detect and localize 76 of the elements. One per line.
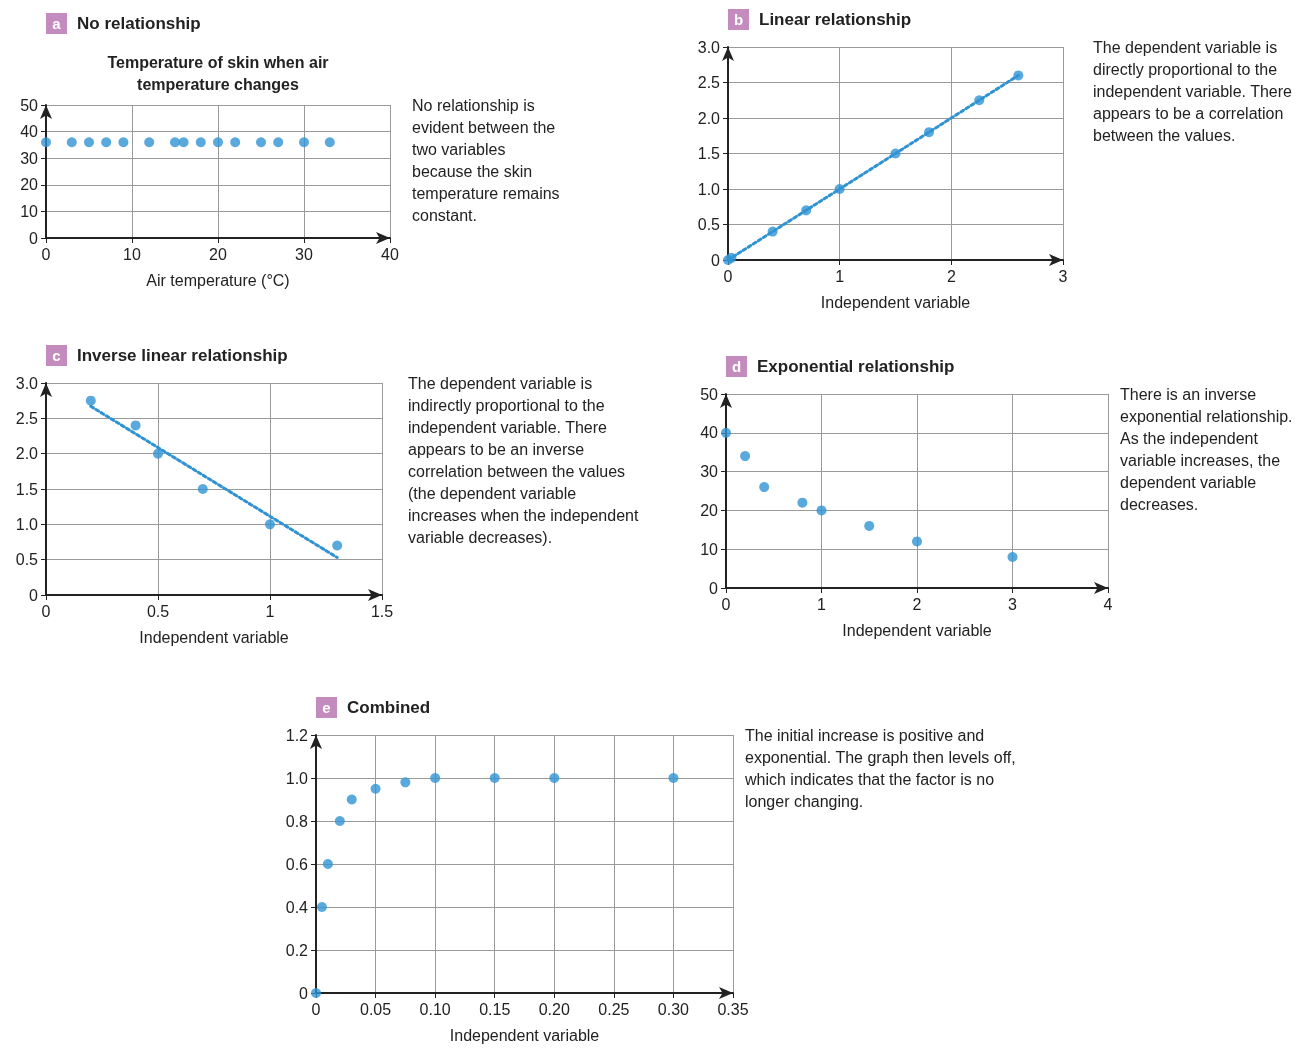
chart-title: Exponential relationship: [757, 356, 955, 377]
chart-title: Linear relationship: [759, 9, 912, 30]
x-tick-label: 3: [1008, 595, 1018, 613]
x-tick-label: 0.5: [146, 602, 170, 620]
x-axis-title: Air temperature (°C): [146, 271, 290, 289]
y-tick-label: 30: [700, 463, 719, 481]
y-tick-label: 0: [299, 984, 309, 1002]
x-axis-title: Independent variable: [820, 293, 971, 311]
text: The dependent variable is directly proportional to the independent variable. There appears to be a correlation between the values.: [1093, 38, 1293, 146]
y-tick-label: 0.4: [285, 898, 309, 916]
x-tick-label: 3: [1058, 267, 1068, 285]
y-tick-label: 0.8: [285, 812, 309, 830]
y-tick-label: 2.0: [697, 109, 721, 127]
y-tick-label: 3.0: [15, 374, 39, 392]
y-tick-label: 1.0: [15, 515, 39, 533]
x-tick-label: 1.5: [370, 602, 394, 620]
x-axis-title: Independent variable: [449, 1026, 600, 1044]
y-tick-label: 40: [700, 424, 719, 442]
chart-title: Inverse linear relationship: [77, 345, 288, 366]
y-tick-label: 2.5: [697, 74, 721, 91]
y-tick-label: 1.5: [697, 145, 721, 162]
y-tick-label: 1.0: [697, 180, 721, 198]
text: a: [46, 13, 67, 34]
text: b: [728, 9, 749, 30]
y-tick-label: 3.0: [697, 38, 721, 56]
chart-title: Combined: [347, 697, 431, 718]
x-tick-label: 0.15: [479, 1000, 511, 1018]
x-tick-label: 0: [723, 267, 733, 285]
y-tick-label: 20: [20, 176, 39, 194]
x-tick-label: 4: [1103, 595, 1113, 613]
x-tick-label: 1: [265, 602, 275, 620]
chart-title: No relationship: [77, 13, 201, 34]
x-tick-label: 1: [835, 267, 845, 285]
x-tick-label: 0.30: [657, 1000, 690, 1018]
text: The initial increase is positive and exponential. The graph then levels off, which indicates that the factor is no longer changing.: [745, 726, 1017, 812]
text: The dependent variable is indirectly proportional to the independent variable. There appears to be an inverse correlation between the values (the dependent variable increases when the independent variable decreases).: [408, 374, 640, 548]
y-tick-label: 50: [700, 385, 719, 403]
y-tick-label: 1.0: [285, 769, 309, 787]
text: c: [46, 345, 67, 366]
y-tick-label: 10: [700, 540, 719, 558]
y-tick-label: 0.2: [285, 941, 309, 959]
x-tick-label: 10: [123, 245, 141, 263]
y-tick-label: 0: [709, 579, 719, 597]
y-tick-label: 40: [20, 123, 39, 141]
x-axis-title: Independent variable: [139, 628, 289, 646]
x-tick-label: 0.25: [598, 1000, 630, 1018]
x-tick-label: 20: [209, 245, 227, 263]
y-tick-label: 20: [700, 501, 719, 519]
x-tick-label: 40: [381, 245, 399, 263]
text: d: [726, 356, 747, 377]
x-tick-label: 0: [41, 245, 51, 263]
x-tick-label: 0.35: [717, 1000, 749, 1018]
x-tick-label: 2: [946, 267, 956, 285]
y-tick-label: 0.5: [697, 216, 721, 233]
y-tick-label: 30: [20, 149, 39, 167]
y-tick-label: 2.0: [15, 445, 39, 463]
x-tick-label: 0.10: [419, 1000, 451, 1018]
text: e: [316, 697, 337, 718]
x-tick-label: 0.05: [360, 1000, 392, 1018]
x-tick-label: 0: [41, 602, 51, 620]
x-tick-label: 2: [912, 595, 922, 613]
y-tick-label: 2.5: [15, 409, 39, 427]
y-tick-label: 50: [20, 96, 39, 114]
text: There is an inverse exponential relationship. As the independent variable increases, the dependent variable decreases.: [1120, 385, 1294, 515]
x-tick-label: 1: [817, 595, 827, 613]
x-tick-label: 0: [311, 1000, 321, 1018]
y-tick-label: 1.2: [285, 726, 309, 744]
y-tick-label: 0.6: [285, 855, 309, 873]
text: No relationship is evident between the two variables because the skin temperature remains constant.: [412, 96, 561, 226]
y-tick-label: 0: [29, 229, 39, 247]
x-tick-label: 0.20: [538, 1000, 570, 1018]
chart-subtitle: Temperature of skin when air temperature changes: [106, 53, 330, 95]
y-tick-label: 1.5: [15, 480, 39, 498]
y-tick-label: 0.5: [15, 551, 39, 569]
x-axis-title: Independent variable: [842, 621, 992, 639]
y-tick-label: 10: [20, 202, 39, 220]
